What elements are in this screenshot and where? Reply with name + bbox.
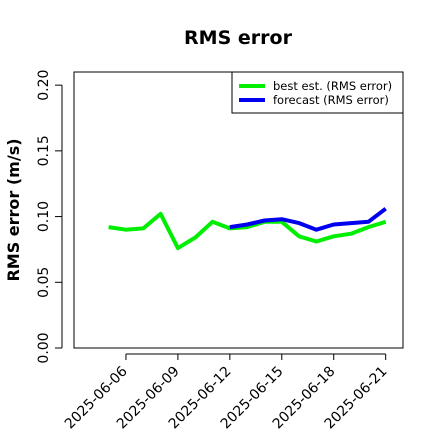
chart-title: RMS error — [184, 27, 293, 49]
series-layer — [108, 207, 387, 251]
legend: best est. (RMS error)forecast (RMS error… — [231, 71, 404, 114]
y-tick-label: 0.15 — [36, 135, 52, 166]
y-axis-label: RMS error (m/s) — [4, 138, 23, 281]
series-line-0 — [108, 211, 387, 251]
y-tick-label: 0.05 — [36, 267, 52, 298]
legend-box — [231, 71, 404, 114]
y-tick-label: 0.20 — [36, 70, 52, 101]
y-tick-label: 0.10 — [36, 201, 52, 232]
y-axis: 0.00 0.05 0.10 0.15 0.20 — [36, 70, 63, 364]
legend-label: best est. (RMS error) — [273, 79, 392, 93]
series-line-1 — [229, 207, 387, 232]
legend-label: forecast (RMS error) — [273, 93, 389, 107]
y-tick-label: 0.00 — [36, 332, 52, 363]
x-axis: 2025-06-062025-06-092025-06-122025-06-15… — [62, 353, 391, 432]
